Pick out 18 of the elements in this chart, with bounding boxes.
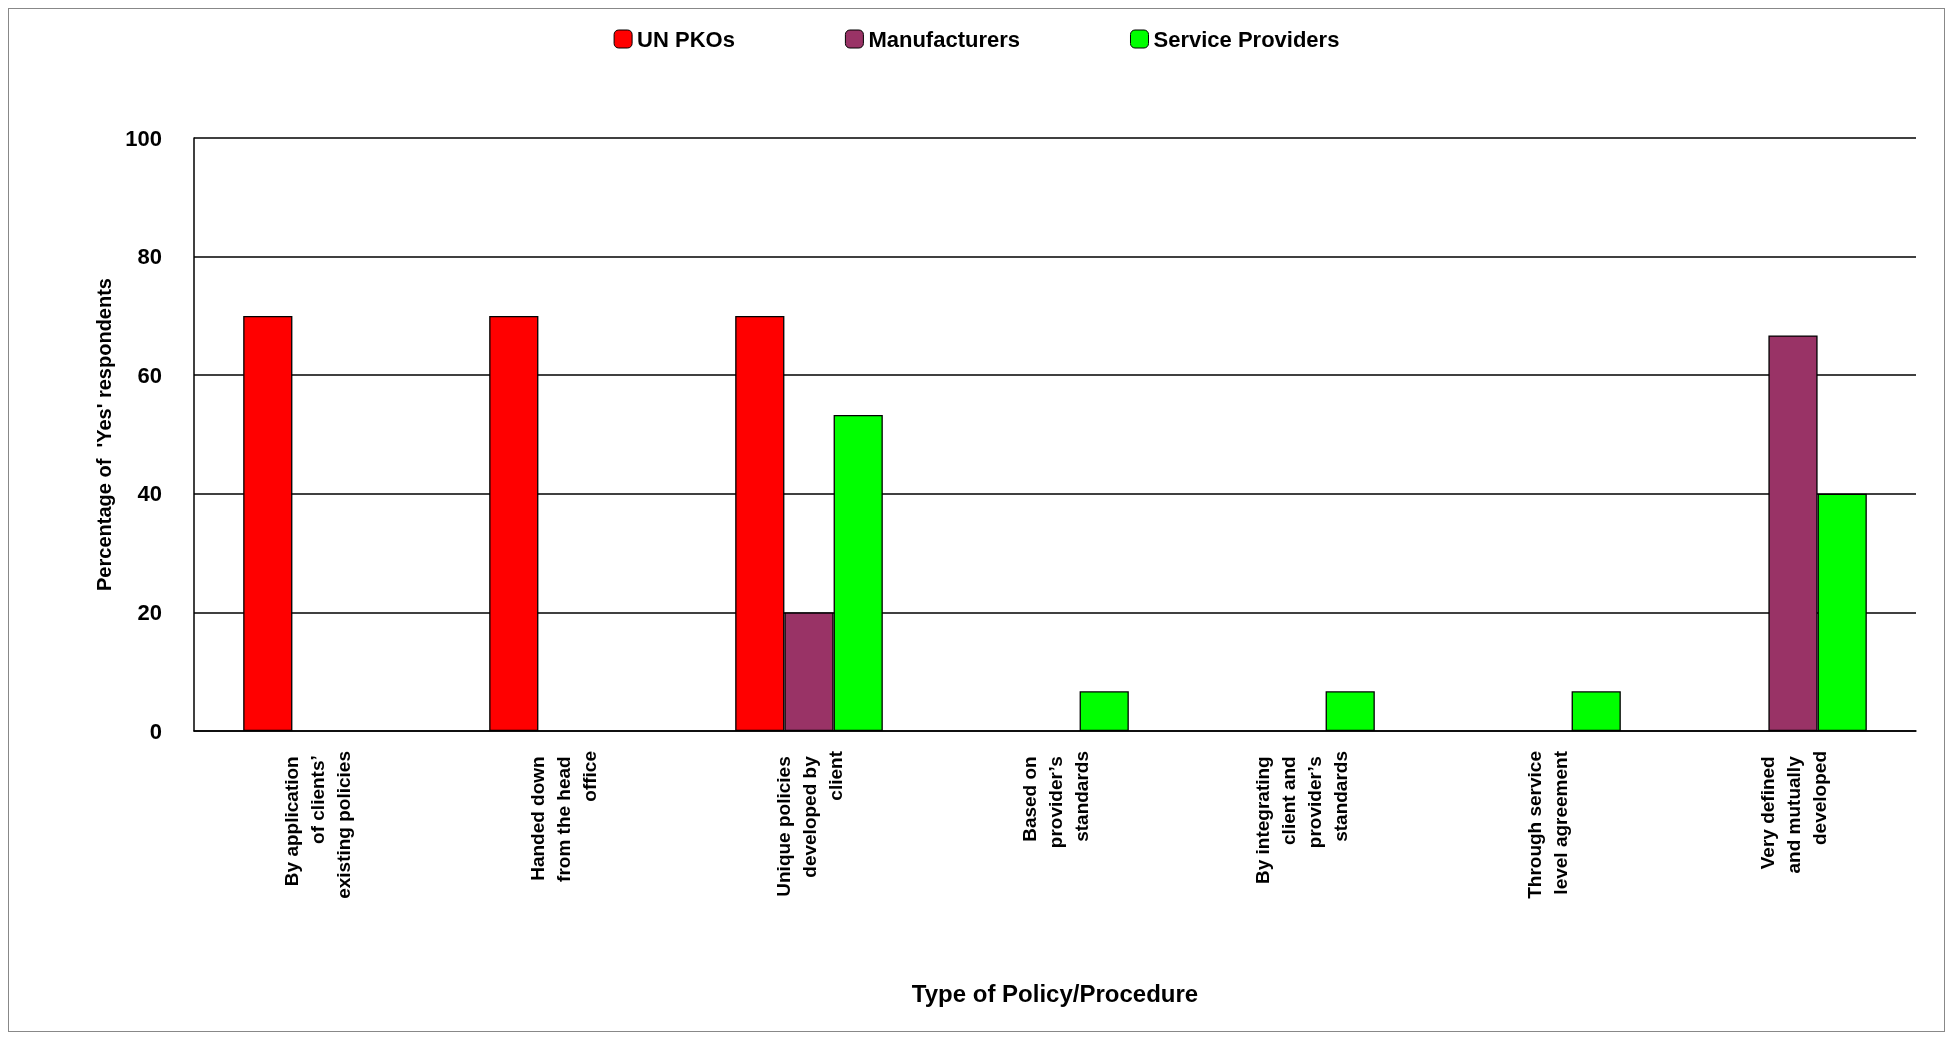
y-tick-label: 20	[137, 599, 162, 625]
y-tick-label: 40	[137, 481, 162, 507]
legend-label: UN PKOs	[637, 26, 735, 52]
y-tick-label: 100	[125, 125, 162, 151]
x-tick-label: Very defined and mutually developed	[1756, 751, 1830, 874]
y-axis-title: Percentage of 'Yes' respondents	[93, 278, 116, 591]
x-tick-label: Through service level agreement	[1523, 750, 1571, 900]
x-tick-label: Unique policies developed by client	[772, 750, 846, 897]
x-tick-label: Based on provider’s standards	[1018, 751, 1092, 849]
y-tick-label: 0	[149, 718, 162, 744]
y-tick-label: 60	[137, 362, 162, 388]
x-tick-label: Handed down from the head office	[526, 751, 600, 882]
legend-label: Service Providers	[1153, 26, 1340, 52]
legend-label: Manufacturers	[868, 26, 1020, 52]
x-tick-label: By application of clients’ existing policies	[280, 751, 354, 899]
x-tick-label: By integrating client and provider’s standards	[1251, 751, 1351, 885]
y-tick-label: 80	[137, 244, 162, 270]
x-axis-title: Type of Policy/Procedure	[911, 979, 1199, 1007]
